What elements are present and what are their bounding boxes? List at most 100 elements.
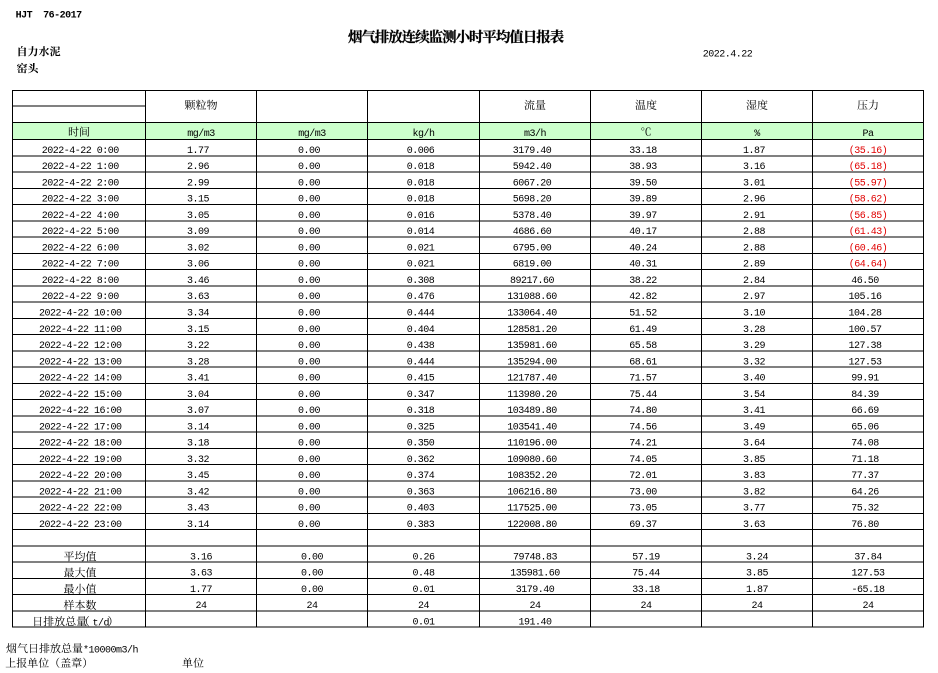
svg-text:24: 24 [529,601,541,612]
svg-text:2022-4-22 6:00: 2022-4-22 6:00 [42,244,120,255]
svg-text:39.89: 39.89 [629,195,657,206]
svg-text:0.00: 0.00 [298,520,321,531]
svg-text:0.00: 0.00 [301,585,324,596]
svg-text:0.00: 0.00 [301,552,324,563]
svg-text:33.18: 33.18 [629,146,657,157]
svg-text:103541.40: 103541.40 [507,422,557,433]
svg-text:3.16: 3.16 [743,162,766,173]
svg-text:2022-4-22 12:00: 2022-4-22 12:00 [39,341,122,352]
svg-text:135981.60: 135981.60 [510,569,560,580]
svg-text:75.44: 75.44 [629,390,657,401]
svg-text:2022-4-22 0:00: 2022-4-22 0:00 [42,146,120,157]
svg-text:69.37: 69.37 [629,520,657,531]
svg-text:2022-4-22 8:00: 2022-4-22 8:00 [42,276,120,287]
svg-text:2022-4-22 4:00: 2022-4-22 4:00 [42,211,120,222]
svg-text:-65.18: -65.18 [851,585,885,596]
svg-text:104.28: 104.28 [848,309,882,320]
svg-text:0.016: 0.016 [407,211,435,222]
svg-text:127.53: 127.53 [848,357,882,368]
svg-text:(61.43): (61.43) [849,226,888,238]
svg-text:0.014: 0.014 [407,227,435,238]
svg-text:0.444: 0.444 [407,309,435,320]
svg-text:0.308: 0.308 [407,276,435,287]
svg-text:89217.60: 89217.60 [510,276,555,287]
svg-text:3.42: 3.42 [187,487,210,498]
svg-text:2.88: 2.88 [743,244,766,255]
svg-text:103489.80: 103489.80 [507,406,557,417]
svg-text:77.37: 77.37 [851,471,879,482]
svg-text:3.32: 3.32 [743,357,766,368]
svg-text:3.28: 3.28 [187,357,210,368]
svg-text:127.53: 127.53 [851,569,885,580]
svg-text:0.00: 0.00 [298,504,321,515]
svg-text:3.18: 3.18 [187,439,210,450]
svg-text:74.21: 74.21 [629,439,657,450]
svg-text:73.05: 73.05 [629,504,657,515]
svg-text:2022-4-22 22:00: 2022-4-22 22:00 [39,504,122,515]
svg-text:0.48: 0.48 [412,569,435,580]
svg-text:*10000m3/h: *10000m3/h [83,644,139,656]
svg-text:2.99: 2.99 [187,179,210,190]
svg-text:76.80: 76.80 [851,520,879,531]
svg-text:(58.62): (58.62) [849,194,888,206]
svg-text:3.63: 3.63 [743,520,766,531]
svg-text:3.85: 3.85 [743,455,766,466]
svg-text:2022-4-22 9:00: 2022-4-22 9:00 [42,292,120,303]
svg-text:0.00: 0.00 [298,195,321,206]
svg-text:3.02: 3.02 [187,244,210,255]
svg-text:0.350: 0.350 [407,439,435,450]
svg-text:%: % [754,129,760,140]
svg-text:2022-4-22 16:00: 2022-4-22 16:00 [39,406,122,417]
svg-text:3.41: 3.41 [743,406,766,417]
svg-text:0.403: 0.403 [407,504,435,515]
svg-text:3.63: 3.63 [190,569,213,580]
svg-text:0.363: 0.363 [407,487,435,498]
svg-text:0.00: 0.00 [298,422,321,433]
svg-text:3.01: 3.01 [743,179,766,190]
svg-text:73.00: 73.00 [629,487,657,498]
svg-text:3.85: 3.85 [746,569,769,580]
svg-text:133064.40: 133064.40 [507,309,557,320]
svg-text:0.00: 0.00 [298,211,321,222]
svg-text:6795.00: 6795.00 [513,244,552,255]
svg-text:(35.16): (35.16) [849,145,888,157]
svg-text:117525.00: 117525.00 [507,504,557,515]
svg-text:0.006: 0.006 [407,146,435,157]
svg-text:3.40: 3.40 [743,374,766,385]
svg-text:0.00: 0.00 [298,471,321,482]
svg-text:0.021: 0.021 [407,260,435,271]
svg-text:74.08: 74.08 [851,439,879,450]
svg-text:1.77: 1.77 [187,146,210,157]
svg-text:3.83: 3.83 [743,471,766,482]
svg-text:3.63: 3.63 [187,292,210,303]
svg-text:2022-4-22 5:00: 2022-4-22 5:00 [42,227,120,238]
svg-text:42.82: 42.82 [629,292,657,303]
svg-text:65.58: 65.58 [629,341,657,352]
svg-text:122008.80: 122008.80 [507,520,557,531]
svg-text:3.16: 3.16 [190,552,213,563]
svg-text:2.88: 2.88 [743,227,766,238]
svg-text:3.45: 3.45 [187,471,210,482]
svg-text:3.82: 3.82 [743,487,766,498]
svg-text:38.22: 38.22 [629,276,657,287]
svg-text:HJT 76-2017: HJT 76-2017 [16,10,83,21]
svg-text:24: 24 [862,601,874,612]
svg-text:(64.64): (64.64) [849,259,888,271]
svg-text:2022-4-22 20:00: 2022-4-22 20:00 [39,471,122,482]
svg-text:(55.97): (55.97) [849,178,888,190]
svg-text:3.41: 3.41 [187,374,210,385]
svg-text:0.26: 0.26 [412,552,435,563]
svg-text:3.06: 3.06 [187,260,210,271]
svg-text:66.69: 66.69 [851,406,879,417]
svg-text:40.24: 40.24 [629,244,657,255]
svg-text:24: 24 [306,601,318,612]
svg-text:2022-4-22 3:00: 2022-4-22 3:00 [42,195,120,206]
svg-text:105.16: 105.16 [848,292,882,303]
svg-text:1.77: 1.77 [190,585,213,596]
svg-text:74.80: 74.80 [629,406,657,417]
svg-text:37.84: 37.84 [854,552,882,563]
svg-text:106216.80: 106216.80 [507,487,557,498]
svg-text:79748.83: 79748.83 [513,552,558,563]
svg-text:24: 24 [751,601,763,612]
svg-text:33.18: 33.18 [632,585,660,596]
